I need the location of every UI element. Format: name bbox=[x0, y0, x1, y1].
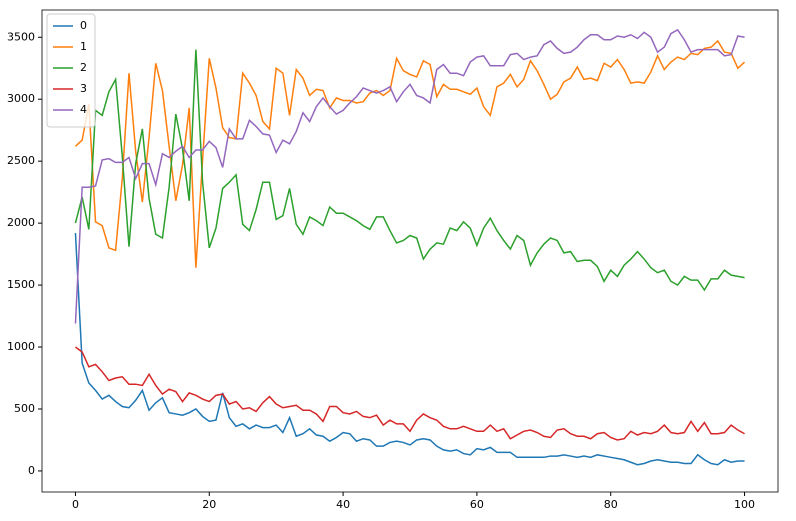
x-tick-label: 80 bbox=[604, 498, 618, 511]
series-line bbox=[74, 49, 745, 292]
y-tick-label: 3000 bbox=[7, 92, 35, 105]
plot-frame bbox=[41, 9, 779, 493]
series-line bbox=[75, 346, 745, 441]
legend-label: 1 bbox=[80, 40, 87, 53]
x-tick-label: 20 bbox=[202, 498, 216, 511]
y-tick-label: 500 bbox=[14, 402, 35, 415]
x-tick-label: 60 bbox=[470, 498, 484, 511]
series-line bbox=[74, 28, 745, 324]
x-tick-label: 0 bbox=[72, 498, 79, 511]
legend-label: 2 bbox=[80, 61, 87, 74]
x-tick-label: 100 bbox=[734, 498, 755, 511]
legend-label: 3 bbox=[80, 82, 87, 95]
y-tick-label: 0 bbox=[28, 464, 35, 477]
y-tick-label: 1500 bbox=[7, 278, 35, 291]
legend-label: 4 bbox=[80, 103, 87, 116]
y-tick-label: 1000 bbox=[7, 340, 35, 353]
x-tick-label: 40 bbox=[336, 498, 350, 511]
y-tick-label: 2500 bbox=[7, 154, 35, 167]
y-tick-label: 3500 bbox=[7, 30, 35, 43]
legend-label: 0 bbox=[80, 19, 87, 32]
series-line bbox=[74, 232, 745, 466]
series-line bbox=[74, 39, 746, 268]
legend-box bbox=[46, 13, 96, 128]
y-tick-label: 2000 bbox=[7, 216, 35, 229]
